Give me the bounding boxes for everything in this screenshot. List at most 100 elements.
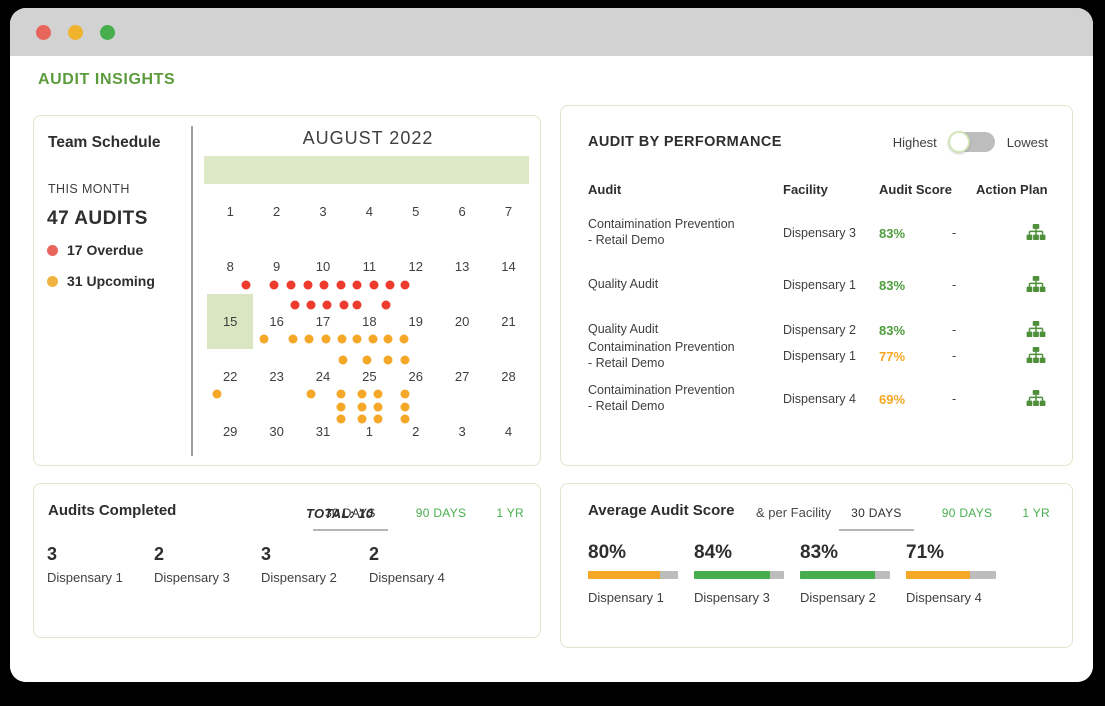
tab-30-days[interactable]: 30 DAYS — [313, 506, 388, 531]
tab-1-yr[interactable]: 1 YR — [496, 506, 524, 520]
column-header-facility: Facility — [783, 182, 828, 197]
audit-name: Quality Audit — [588, 322, 659, 337]
calendar-day[interactable]: 10 — [315, 259, 331, 274]
calendar-day[interactable]: 1 — [365, 424, 373, 439]
calendar-day[interactable]: 14 — [501, 259, 516, 274]
calendar-day[interactable]: 27 — [454, 369, 470, 384]
calendar-day[interactable]: 8 — [226, 259, 234, 274]
calendar-day[interactable]: 5 — [412, 204, 420, 219]
calendar-day[interactable]: 4 — [365, 204, 373, 219]
page-title: AUDIT INSIGHTS — [38, 71, 176, 88]
calendar-day[interactable]: 1 — [226, 204, 234, 219]
calendar-day[interactable]: 9 — [272, 259, 281, 274]
facility-name: Dispensary 1 — [783, 278, 856, 292]
score-percentage: 84% — [694, 542, 733, 563]
toggle-lowest-label[interactable]: Lowest — [1006, 134, 1048, 150]
org-chart-icon[interactable] — [1026, 276, 1046, 294]
calendar-day[interactable]: 4 — [504, 424, 513, 439]
audits-completed-panel: Audits Completed TOTAL: 10 30 DAYS 90 DA… — [33, 483, 541, 638]
facility-name: Dispensary 2 — [783, 323, 856, 337]
upcoming-dot-icon — [47, 275, 58, 287]
table-row: Contaimination Prevention - Retail Demo … — [588, 215, 1052, 251]
score-bar-fill — [694, 571, 770, 579]
facility-score-item: 71% Dispensary 4 — [906, 542, 1002, 605]
calendar-day[interactable]: 2 — [272, 204, 281, 219]
column-header-audit-score: Audit Score — [879, 182, 952, 197]
calendar-day[interactable]: 6 — [458, 204, 466, 219]
score-percentage: 71% — [906, 542, 945, 563]
table-row: Contaimination Prevention - Retail Demo … — [588, 338, 1052, 374]
calendar-day[interactable]: 17 — [315, 314, 331, 329]
calendar-day[interactable]: 3 — [319, 204, 327, 219]
org-chart-icon[interactable] — [1026, 390, 1046, 408]
legend-overdue-label: 17 Overdue — [67, 242, 144, 258]
score-bar-track — [800, 571, 890, 579]
score-bar-fill — [800, 571, 875, 579]
audit-score-value: 83% — [879, 277, 906, 293]
calendar-day[interactable]: 11 — [362, 259, 377, 274]
team-schedule-panel: Team Schedule THIS MONTH 47 AUDITS 17 Ov… — [33, 115, 541, 466]
average-score-range-tabs: 30 DAYS 90 DAYS 1 YR — [839, 506, 1052, 531]
completed-stat: 3 Dispensary 1 — [47, 544, 123, 585]
toggle-knob-icon[interactable] — [947, 131, 970, 153]
calendar-month-title: AUGUST 2022 — [302, 128, 434, 148]
stat-label: Dispensary 3 — [154, 570, 230, 585]
close-window-button[interactable] — [36, 24, 51, 40]
calendar-day[interactable]: 25 — [362, 369, 377, 384]
tab-90-days[interactable]: 90 DAYS — [941, 506, 993, 520]
calendar-day[interactable]: 31 — [315, 424, 331, 439]
calendar-day[interactable]: 2 — [412, 424, 420, 439]
sort-toggle-group: Highest Lowest — [892, 131, 1048, 153]
audit-name: Contaimination Prevention - Retail Demo — [588, 217, 735, 247]
score-bar-track — [588, 571, 678, 579]
audits-completed-title: Audits Completed — [48, 502, 177, 519]
facility-score-item: 80% Dispensary 1 — [588, 542, 684, 605]
stat-value: 2 — [369, 544, 380, 564]
org-chart-icon[interactable] — [1026, 347, 1046, 365]
month-audit-total: 47 AUDITS — [47, 208, 148, 229]
toggle-highest-label[interactable]: Highest — [892, 134, 937, 150]
calendar-day[interactable]: 24 — [315, 369, 331, 384]
completed-stat: 3 Dispensary 2 — [261, 544, 337, 585]
org-chart-icon[interactable] — [1026, 321, 1046, 339]
maximize-window-button[interactable] — [100, 24, 115, 40]
calendar-day[interactable]: 12 — [408, 259, 423, 274]
performance-table-header: Audit Facility Audit Score Action Plan — [588, 182, 1052, 197]
score-percentage: 83% — [800, 542, 839, 563]
calendar-day[interactable]: 22 — [222, 369, 238, 384]
calendar-day[interactable]: 7 — [504, 204, 513, 219]
calendar-day[interactable]: 13 — [454, 259, 470, 274]
score-bar-fill — [906, 571, 970, 579]
calendar-day[interactable]: 16 — [269, 314, 284, 329]
tab-1-yr[interactable]: 1 YR — [1022, 506, 1050, 520]
minimize-window-button[interactable] — [68, 24, 83, 40]
legend-item-upcoming: 31 Upcoming — [47, 273, 155, 289]
audit-name: Contaimination Prevention - Retail Demo — [588, 340, 735, 370]
calendar-day[interactable]: 26 — [408, 369, 423, 384]
score-bar-track — [694, 571, 784, 579]
table-row: Quality Audit Dispensary 2 83% - — [588, 320, 1052, 340]
action-plan-dash: - — [952, 392, 957, 406]
overdue-dot-icon — [47, 244, 58, 256]
calendar-day[interactable]: 19 — [408, 314, 423, 329]
calendar-day[interactable]: 18 — [362, 314, 377, 329]
calendar-day[interactable]: 29 — [222, 424, 238, 439]
calendar-grid: 1 2 3 4 5 6 7 8 9 10 11 12 13 14 15 16 17 18 19 20 21 22 23 24 2… — [207, 184, 532, 459]
legend-upcoming-label: 31 Upcoming — [67, 273, 155, 289]
calendar-day[interactable]: 28 — [501, 369, 516, 384]
audit-score-value: 77% — [879, 348, 906, 364]
calendar-day[interactable]: 15 — [207, 294, 254, 349]
tab-30-days[interactable]: 30 DAYS — [839, 506, 914, 531]
vertical-divider — [191, 126, 193, 456]
calendar-day[interactable]: 20 — [454, 314, 470, 329]
org-chart-icon[interactable] — [1026, 224, 1046, 242]
column-header-action-plan: Action Plan — [976, 182, 1048, 197]
facility-name: Dispensary 3 — [783, 226, 856, 240]
calendar-day[interactable]: 23 — [269, 369, 284, 384]
calendar-day[interactable]: 21 — [501, 314, 516, 329]
legend-item-overdue: 17 Overdue — [47, 242, 155, 258]
highest-lowest-toggle[interactable] — [947, 131, 995, 153]
calendar-day[interactable]: 30 — [269, 424, 284, 439]
tab-90-days[interactable]: 90 DAYS — [415, 506, 467, 520]
calendar-day[interactable]: 3 — [458, 424, 466, 439]
